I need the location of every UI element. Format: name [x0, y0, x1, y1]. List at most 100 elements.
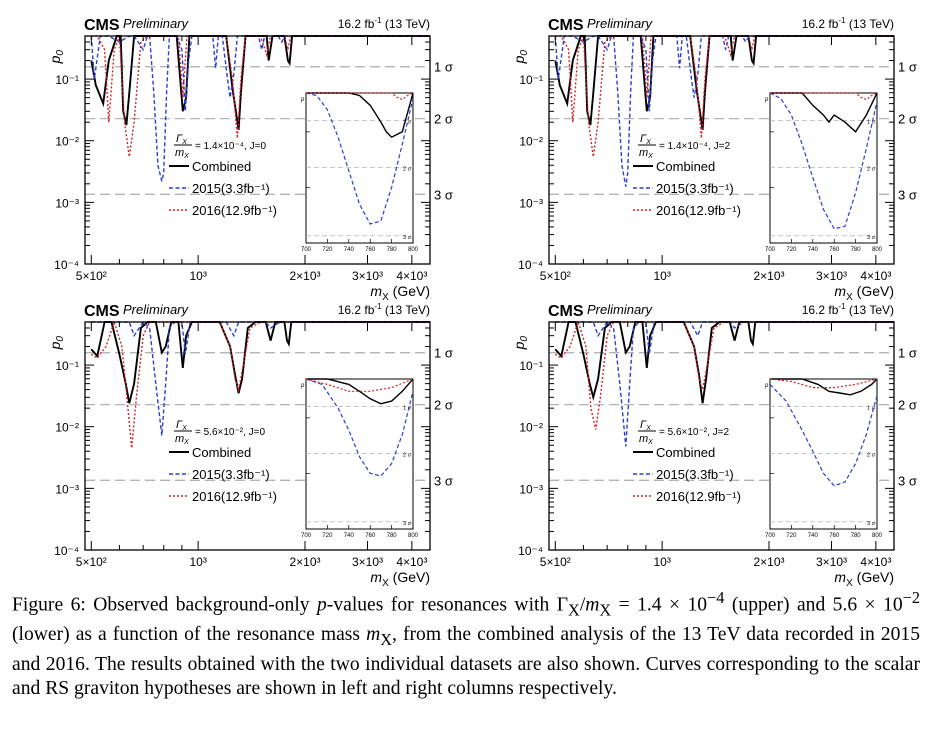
- y-tick-label: 10⁻¹: [519, 73, 543, 87]
- inset-frame: [305, 378, 414, 530]
- cms-label: CMS: [548, 303, 584, 320]
- x-tick-label: 4×10³: [396, 555, 427, 569]
- legend-entry: 2015(3.3fb⁻¹): [192, 181, 270, 196]
- caption-m2: m: [366, 624, 381, 646]
- y-tick-label: 10⁻³: [55, 196, 79, 210]
- inset-x-tick-label: 720: [786, 533, 797, 539]
- cms-label: CMS: [548, 17, 584, 34]
- figure-grid: 1 σ 2 σ 3 σ 10⁻¹ 10⁻² 10⁻³ 10⁻⁴ 5×10² 10³ 2×10³ 3×…: [0, 8, 917, 589]
- inset-x-tick-label: 720: [322, 533, 333, 539]
- preliminary-label: Preliminary: [587, 16, 654, 31]
- ratio-value: = 5.6×10⁻², J=0: [195, 427, 265, 438]
- inset-x-tick-label: 740: [344, 247, 355, 253]
- x-tick-label: 10³: [653, 555, 670, 569]
- legend-entry: 2016(12.9fb⁻¹): [656, 203, 741, 218]
- inset-x-tick-label: 700: [765, 247, 776, 253]
- inset-series-combined: [770, 378, 877, 396]
- inset-x-tick-label: 760: [365, 533, 376, 539]
- cms-label: CMS: [84, 303, 120, 320]
- lumi-energy: (13 TeV): [846, 303, 894, 317]
- y-tick-label: 10⁻³: [519, 482, 543, 496]
- x-axis-title: mX (GeV): [370, 569, 430, 589]
- lumi-sup: -1: [838, 16, 846, 25]
- legend-entry: Combined: [656, 159, 715, 174]
- sigma-label: 3 σ: [898, 473, 917, 488]
- caption-m2-sub: X: [380, 629, 393, 649]
- x-tick-label: 10³: [189, 555, 206, 569]
- x-axis-title-m: m: [834, 283, 846, 299]
- caption-text-6: , from the combined analysis of the 13 T…: [12, 624, 920, 700]
- inset-series-combined: [306, 92, 413, 139]
- x-tick-label: 10³: [189, 269, 206, 283]
- sigma-label: 2 σ: [898, 112, 917, 127]
- inset-sigma-label: 2 σ: [403, 167, 412, 173]
- ratio-gamma-sub: X: [181, 425, 187, 432]
- ratio-m-sub: X: [183, 153, 189, 160]
- x-tick-label: 3×10³: [352, 555, 383, 569]
- ratio-value: = 5.6×10⁻², J=2: [659, 427, 729, 438]
- legend-entry: Combined: [192, 445, 251, 460]
- ratio-m-sub: X: [183, 439, 189, 446]
- sigma-label: 1 σ: [434, 60, 453, 75]
- x-tick-label: 4×10³: [860, 269, 891, 283]
- y-tick-label: 10⁻⁴: [54, 258, 79, 272]
- x-tick-label: 3×10³: [816, 269, 847, 283]
- ratio-value: = 1.4×10⁻⁴, J=0: [195, 141, 266, 152]
- x-tick-label: 10³: [653, 269, 670, 283]
- lumi-label: 16.2 fb-1 (13 TeV): [802, 302, 894, 317]
- sigma-label: 3 σ: [898, 187, 917, 202]
- chart-svg: 1 σ 2 σ 3 σ 10⁻¹ 10⁻² 10⁻³ 10⁻⁴5×10² 10³ 2×10³ 3×…: [511, 16, 917, 303]
- lumi-value: 16.2 fb: [338, 303, 375, 317]
- y-axis-title: p0: [511, 336, 530, 351]
- x-tick-label: 5×10²: [540, 269, 571, 283]
- inset-series-2015: [306, 92, 413, 225]
- inset-frame: [769, 378, 878, 530]
- inset-series-2016: [770, 92, 877, 101]
- inset-x-tick-label: 760: [829, 533, 840, 539]
- ratio-m: mX: [639, 433, 653, 446]
- caption-text-5: (lower) as a function of the resonance m…: [12, 624, 367, 646]
- caption-text-4: (upper) and 5.6 × 10: [724, 594, 903, 616]
- inset-y-title: p: [300, 383, 305, 389]
- legend-entry: 2015(3.3fb⁻¹): [656, 181, 734, 196]
- caption-text-3: = 1.4 × 10: [611, 594, 708, 616]
- y-tick-label: 10⁻²: [55, 421, 79, 435]
- ratio-m: mX: [175, 433, 189, 446]
- sigma-label: 3 σ: [434, 473, 453, 488]
- x-tick-label: 2×10³: [289, 555, 320, 569]
- sigma-label: 2 σ: [434, 398, 453, 413]
- x-tick-label: 5×10²: [540, 555, 571, 569]
- caption-p: p: [317, 594, 327, 616]
- y-tick-label: 10⁻¹: [55, 73, 79, 87]
- x-tick-label: 4×10³: [396, 269, 427, 283]
- inset-curves: [770, 92, 877, 230]
- inset-series-combined: [770, 92, 877, 133]
- sigma-label: 1 σ: [898, 60, 917, 75]
- inset-series-combined: [306, 378, 413, 405]
- inset-sigma-label: 2 σ: [867, 167, 876, 173]
- chart-panel-lower-left: 1 σ 2 σ 3 σ 10⁻¹ 10⁻² 10⁻³ 10⁻⁴ 5×10² 10³ 2×10³ 3×…: [0, 294, 454, 589]
- cms-label: CMS: [84, 17, 120, 34]
- sigma-label: 1 σ: [434, 346, 453, 361]
- inset-x-tick-label: 700: [765, 533, 776, 539]
- inset-x-tick-label: 800: [408, 247, 419, 253]
- inset-series-2015: [770, 92, 877, 230]
- x-tick-label: 5×10²: [76, 555, 107, 569]
- inset-x-tick-label: 800: [872, 533, 883, 539]
- ratio-gamma: ΓX: [640, 419, 651, 432]
- y-tick-label: 10⁻²: [519, 421, 543, 435]
- series-2016: [554, 319, 894, 430]
- inset-x-tick-label: 740: [808, 533, 819, 539]
- sigma-label: 2 σ: [434, 112, 453, 127]
- inset-curves: [306, 378, 413, 477]
- caption-slash: /: [579, 594, 586, 616]
- x-axis-title-unit: (GeV): [389, 283, 430, 299]
- ratio-gamma-sub: X: [645, 425, 651, 432]
- chart-panel-upper-left: 1 σ 2 σ 3 σ 10⁻¹ 10⁻² 10⁻³ 10⁻⁴ 5×10² 10³ 2×10³ 3×…: [0, 8, 454, 303]
- caption-text-2: -values for resonances with: [326, 594, 557, 616]
- inset-sigma-label: 3 σ: [867, 521, 876, 527]
- figure-caption: Figure 6: Observed background-only p-val…: [12, 586, 920, 702]
- chart-svg: 1 σ 2 σ 3 σ 10⁻¹ 10⁻² 10⁻³ 10⁻⁴5×10² 10³ 2×10³ 3×…: [47, 16, 453, 303]
- x-axis-title-sub: X: [382, 292, 389, 303]
